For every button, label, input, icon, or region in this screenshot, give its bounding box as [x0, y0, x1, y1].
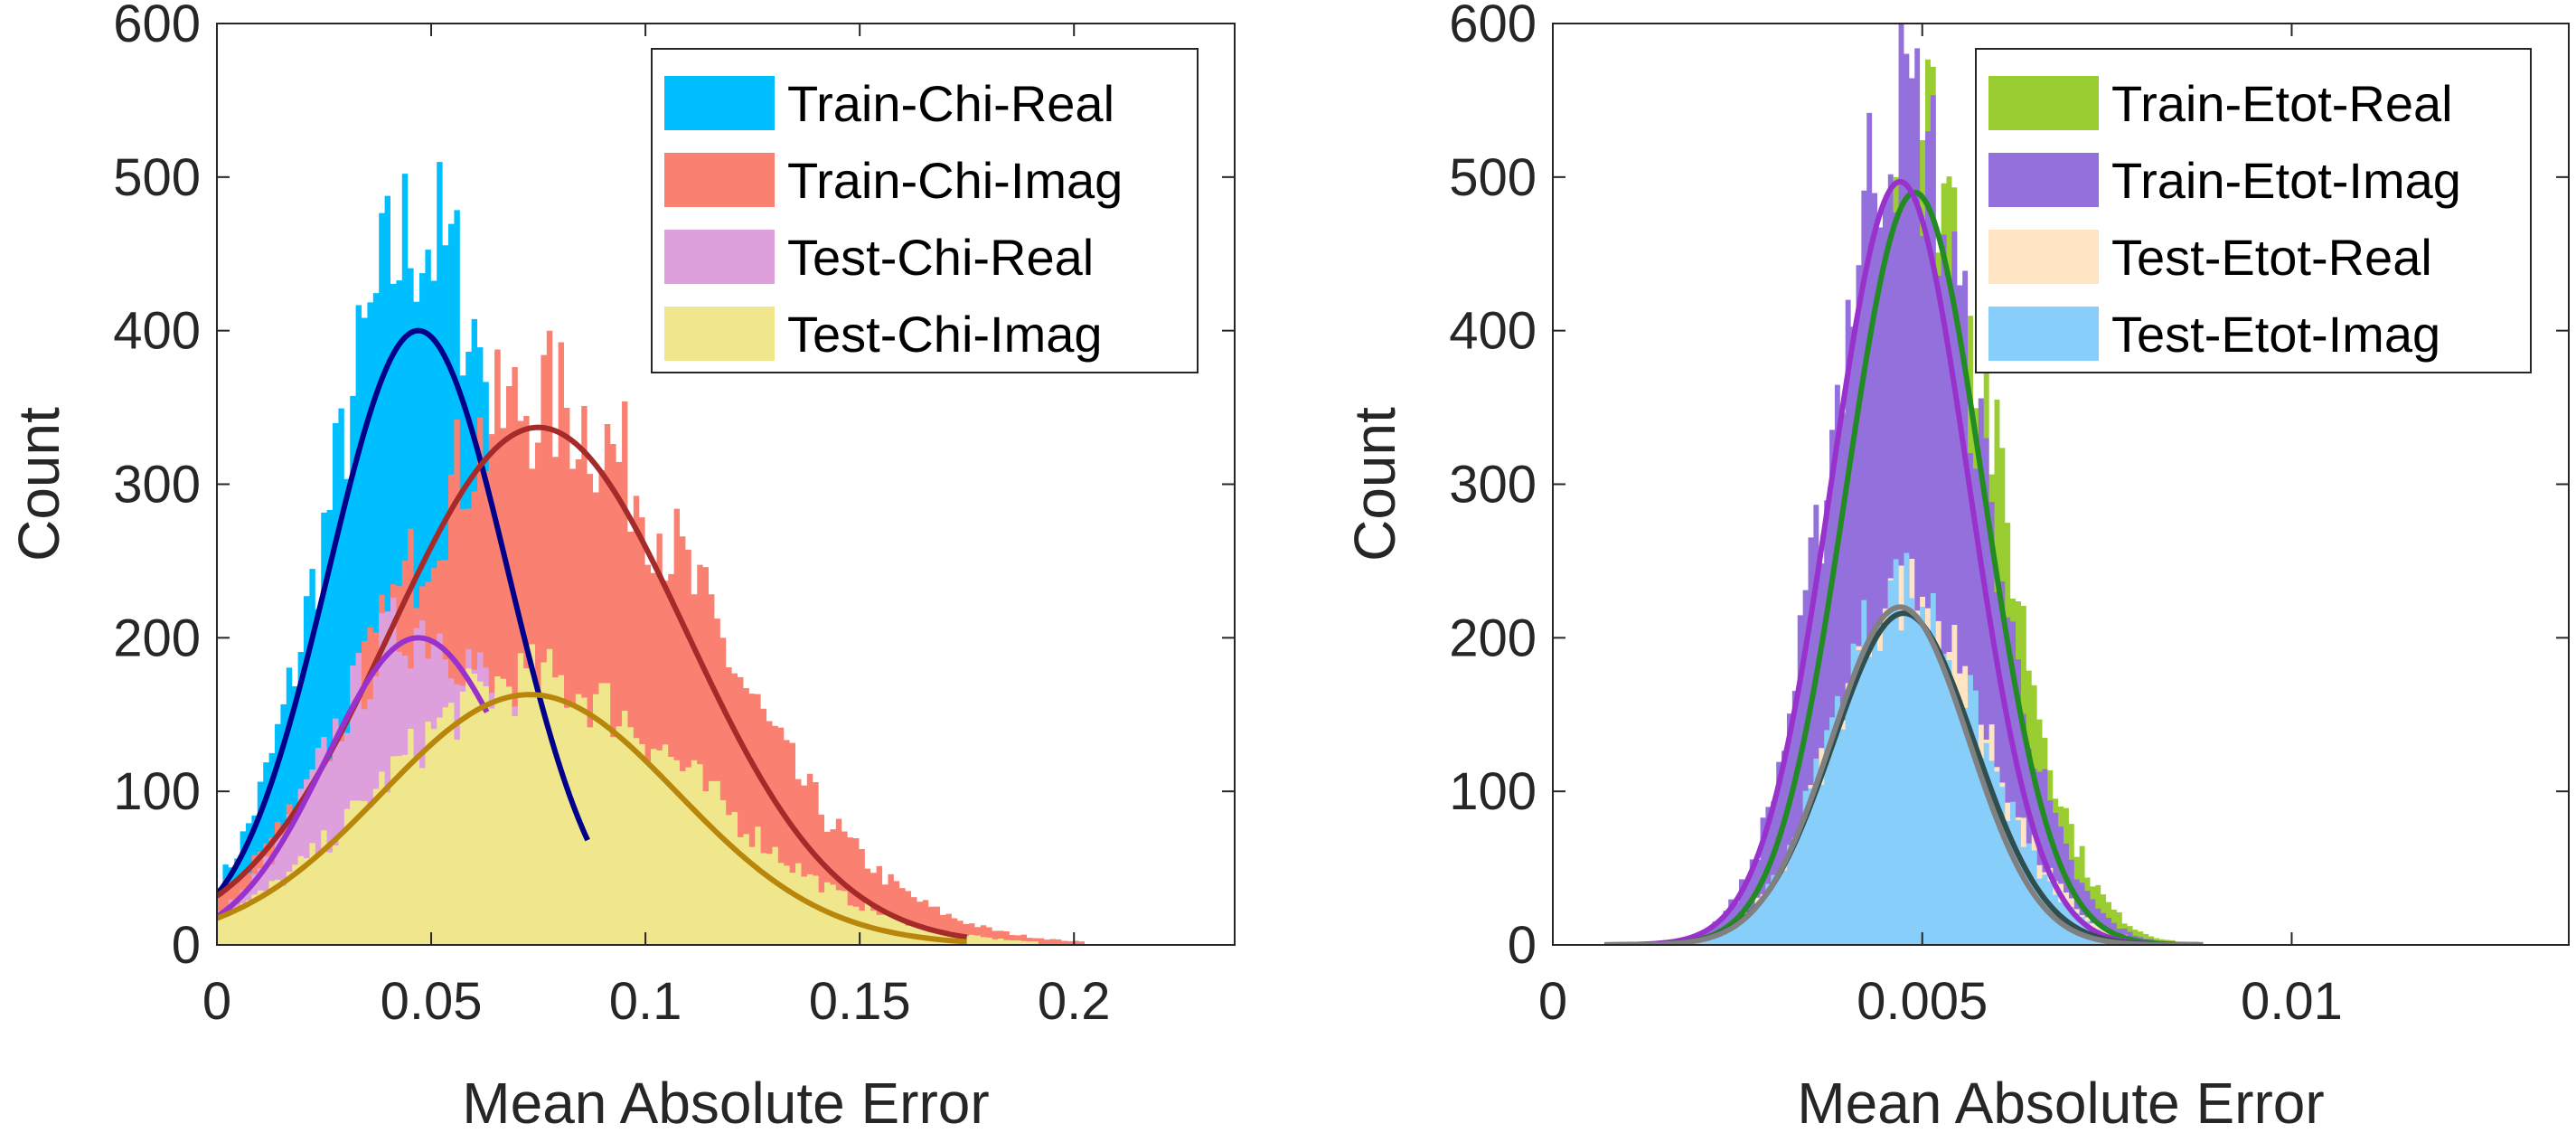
histogram-test-chi-imag: [217, 644, 1235, 945]
histogram-test-etot-imag: [1553, 552, 2569, 945]
y-tick-label: 0: [1508, 916, 1537, 975]
legend-swatch: [664, 230, 775, 284]
y-tick-label: 500: [1449, 148, 1537, 207]
legend-label: Train-Chi-Real: [787, 75, 1114, 132]
x-axis-label: Mean Absolute Error: [1797, 1071, 2324, 1133]
right-chart-panel: 0 100 200 300 400 500 600 0 0.005 0.01 Mean Absolu…: [1342, 0, 2570, 1133]
y-tick-label: 300: [113, 456, 201, 515]
y-tick-label: 400: [1449, 302, 1537, 361]
left-chart-panel: 0 100 200 300 400 500 600 0 0.05 0.1 0.15 0.2 Mean A…: [6, 0, 1236, 1133]
fit-curve-test-chi-imag: [217, 692, 967, 945]
histogram-test-etot-real: [1553, 559, 2569, 945]
legend-label: Train-Etot-Real: [2111, 75, 2453, 132]
legend-label: Test-Chi-Real: [787, 229, 1094, 286]
y-tick-label: 200: [1449, 609, 1537, 667]
x-tick-label: 0.01: [2241, 972, 2343, 1031]
fit-curve-train-chi-real: [217, 327, 590, 897]
fit-curve-test-chi-real: [217, 635, 490, 920]
x-tick-label: 0.2: [1038, 972, 1111, 1031]
y-tick-label: 600: [113, 0, 201, 53]
legend-label: Train-Etot-Imag: [2111, 152, 2461, 209]
legend: Train-Etot-Real Train-Etot-Imag Test-Etot-…: [1975, 48, 2532, 373]
legend-label: Test-Etot-Imag: [2111, 306, 2440, 363]
y-tick-label: 200: [113, 609, 201, 667]
y-axis-label: Count: [1342, 407, 1407, 562]
x-axis-label: Mean Absolute Error: [462, 1071, 989, 1133]
legend-swatch: [664, 307, 775, 361]
x-tick-label: 0: [202, 972, 231, 1031]
x-tick-label: 0.15: [809, 972, 911, 1031]
plot-area: [1553, 24, 2569, 945]
x-tick-label: 0.1: [609, 972, 682, 1031]
y-tick-label: 500: [113, 148, 201, 207]
legend-label: Test-Chi-Imag: [787, 306, 1103, 363]
legend-swatch: [664, 153, 775, 207]
legend-swatch: [1988, 153, 2099, 207]
legend: Train-Chi-Real Train-Chi-Imag Test-Chi-Rea…: [651, 48, 1199, 373]
legend-swatch: [664, 76, 775, 130]
y-tick-label: 100: [1449, 762, 1537, 821]
y-tick-label: 600: [1449, 0, 1537, 53]
y-tick-label: 300: [1449, 456, 1537, 515]
y-axis-label: Count: [6, 407, 71, 562]
legend-label: Test-Etot-Real: [2111, 229, 2432, 286]
legend-swatch: [1988, 230, 2099, 284]
y-tick-label: 0: [172, 916, 201, 975]
fit-curve-train-etot-imag: [1604, 179, 2204, 945]
y-tick-label: 400: [113, 302, 201, 361]
fit-curve-test-etot-imag: [1604, 604, 2204, 945]
plot-area: [217, 162, 1235, 945]
x-tick-label: 0.005: [1857, 972, 1988, 1031]
legend-swatch: [1988, 76, 2099, 130]
x-tick-label: 0.05: [381, 972, 483, 1031]
y-tick-label: 100: [113, 762, 201, 821]
x-tick-label: 0: [1538, 972, 1567, 1031]
legend-swatch: [1988, 307, 2099, 361]
legend-label: Train-Chi-Imag: [787, 152, 1123, 209]
